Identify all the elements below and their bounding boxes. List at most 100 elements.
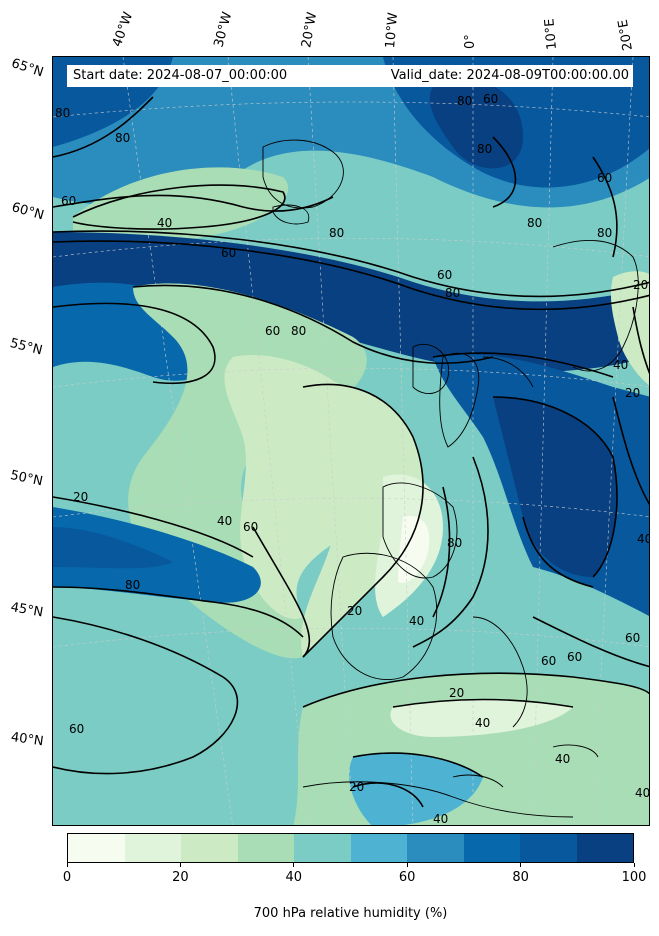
lat-label-60n: 60°N	[9, 200, 46, 224]
colorbar-bin	[124, 834, 181, 862]
graticule	[53, 57, 649, 825]
colorbar-tick	[179, 863, 181, 867]
colorbar-bin	[68, 834, 125, 862]
lon-label-20w: 20°W	[299, 11, 321, 50]
humidity-map: 80 80 60 40 60 80 60 80 80 80 60 80 60 8…	[52, 56, 650, 826]
colorbar-tick	[66, 863, 68, 867]
coast-italy	[472, 616, 528, 728]
lat-label-55n: 55°N	[8, 336, 44, 359]
lon-label-40w: 40°W	[109, 10, 137, 49]
lat-label-65n: 65°N	[9, 56, 46, 81]
contour-label: 80	[457, 94, 472, 108]
field-scandinavia-dry	[610, 271, 649, 386]
contour-label: 60	[437, 268, 452, 282]
colorbar	[67, 833, 634, 863]
contour-lines	[53, 96, 649, 808]
coast-iceland	[262, 139, 344, 209]
colorbar-bin	[350, 834, 407, 862]
contour-label: 60	[597, 171, 612, 185]
contour-label: 80	[125, 578, 140, 592]
contour-label: 60	[483, 92, 498, 106]
contour-label-group: 80 80 60 40 60 80 60 80 80 80 60 80 60 8…	[55, 92, 650, 826]
contour-label: 20	[449, 686, 464, 700]
contour-label: 40	[475, 716, 490, 730]
coast-iberia	[330, 552, 438, 681]
colorbar-bin	[463, 834, 520, 862]
colorbar-tick	[520, 863, 522, 867]
colorbar-tick	[633, 863, 635, 867]
colorbar-tick-label: 40	[285, 870, 303, 885]
field-south-very-dry	[390, 699, 573, 737]
contour-label: 20	[633, 278, 648, 292]
colorbar-bin	[294, 834, 351, 862]
lon-label-10e: 10°E	[542, 17, 560, 51]
contour-label: 60	[567, 650, 582, 664]
contour-label: 20	[625, 386, 640, 400]
lon-label-0: 0°	[463, 34, 478, 49]
contour-label: 80	[477, 142, 492, 156]
lon-label-10w: 10°W	[383, 11, 402, 49]
lat-label-45n: 45°N	[9, 600, 45, 621]
contour-label: 60	[221, 246, 236, 260]
contour-label: 40	[635, 786, 650, 800]
coastlines	[262, 139, 639, 818]
colorbar-title: 700 hPa relative humidity (%)	[253, 906, 448, 921]
colorbar-tick-label: 100	[621, 870, 647, 885]
colorbar-bin	[237, 834, 294, 862]
contour-label: 60	[69, 722, 84, 736]
lon-label-30w: 30°W	[211, 10, 236, 49]
colorbar-bin	[576, 834, 633, 862]
field-southwest-core	[53, 527, 173, 569]
start-date-label: Start date: 2024-08-07_00:00:00	[73, 68, 288, 83]
field-driest-spot	[398, 516, 430, 583]
contour-label: 20	[347, 604, 362, 618]
colorbar-tick	[406, 863, 408, 867]
coast-britain	[439, 352, 480, 448]
contour-label: 60	[625, 631, 640, 645]
coast-north-africa	[302, 781, 574, 818]
colorbar-bin	[520, 834, 577, 862]
humidity-field: 80 80 60 40 60 80 60 80 80 80 60 80 60 8…	[53, 57, 650, 826]
colorbar-tick-label: 0	[62, 870, 72, 885]
field-dry-tongue-central	[300, 384, 423, 657]
coast-scandinavia	[552, 239, 639, 372]
colorbar-tick-label: 80	[512, 870, 529, 885]
lat-label-50n: 50°N	[8, 468, 45, 490]
lon-label-20e: 20°E	[615, 18, 636, 52]
field-south-moist-patch	[349, 753, 483, 825]
contour-label: 60	[265, 324, 280, 338]
contour-label: 40	[613, 358, 628, 372]
contour-label: 60	[243, 520, 258, 534]
colorbar-tick	[293, 863, 295, 867]
contour-label: 80	[527, 216, 542, 230]
contour-label: 40	[217, 514, 232, 528]
contour-label: 80	[291, 324, 306, 338]
contour-label: 80	[445, 286, 460, 300]
field-cyclone-core	[429, 79, 523, 169]
contour-label: 80	[55, 106, 70, 120]
field-south-west	[53, 617, 238, 774]
contour-label: 20	[73, 490, 88, 504]
contour-label: 40	[555, 752, 570, 766]
contour-label: 60	[61, 194, 76, 208]
contour-label: 20	[349, 780, 364, 794]
coast-france	[382, 482, 458, 579]
contour-label: 80	[115, 131, 130, 145]
colorbar-tick-label: 20	[172, 870, 189, 885]
field-east-core	[493, 397, 617, 577]
lat-label-40n: 40°N	[9, 730, 45, 750]
contour-label: 40	[433, 812, 448, 826]
contour-label: 80	[447, 536, 462, 550]
contour-label: 40	[157, 216, 172, 230]
contour-label: 40	[637, 532, 650, 546]
colorbar-bin	[181, 834, 238, 862]
contour-label: 60	[541, 654, 556, 668]
contour-label: 80	[597, 226, 612, 240]
valid-date-label: Valid_date: 2024-08-09T00:00:00.00	[390, 68, 629, 83]
contour-label: 40	[409, 614, 424, 628]
colorbar-tick-label: 60	[398, 870, 416, 885]
colorbar-bin	[407, 834, 464, 862]
date-info-box: Start date: 2024-08-07_00:00:00 Valid_da…	[67, 65, 633, 87]
field-dry-tongue-north	[73, 167, 289, 244]
contour-label: 80	[329, 226, 344, 240]
